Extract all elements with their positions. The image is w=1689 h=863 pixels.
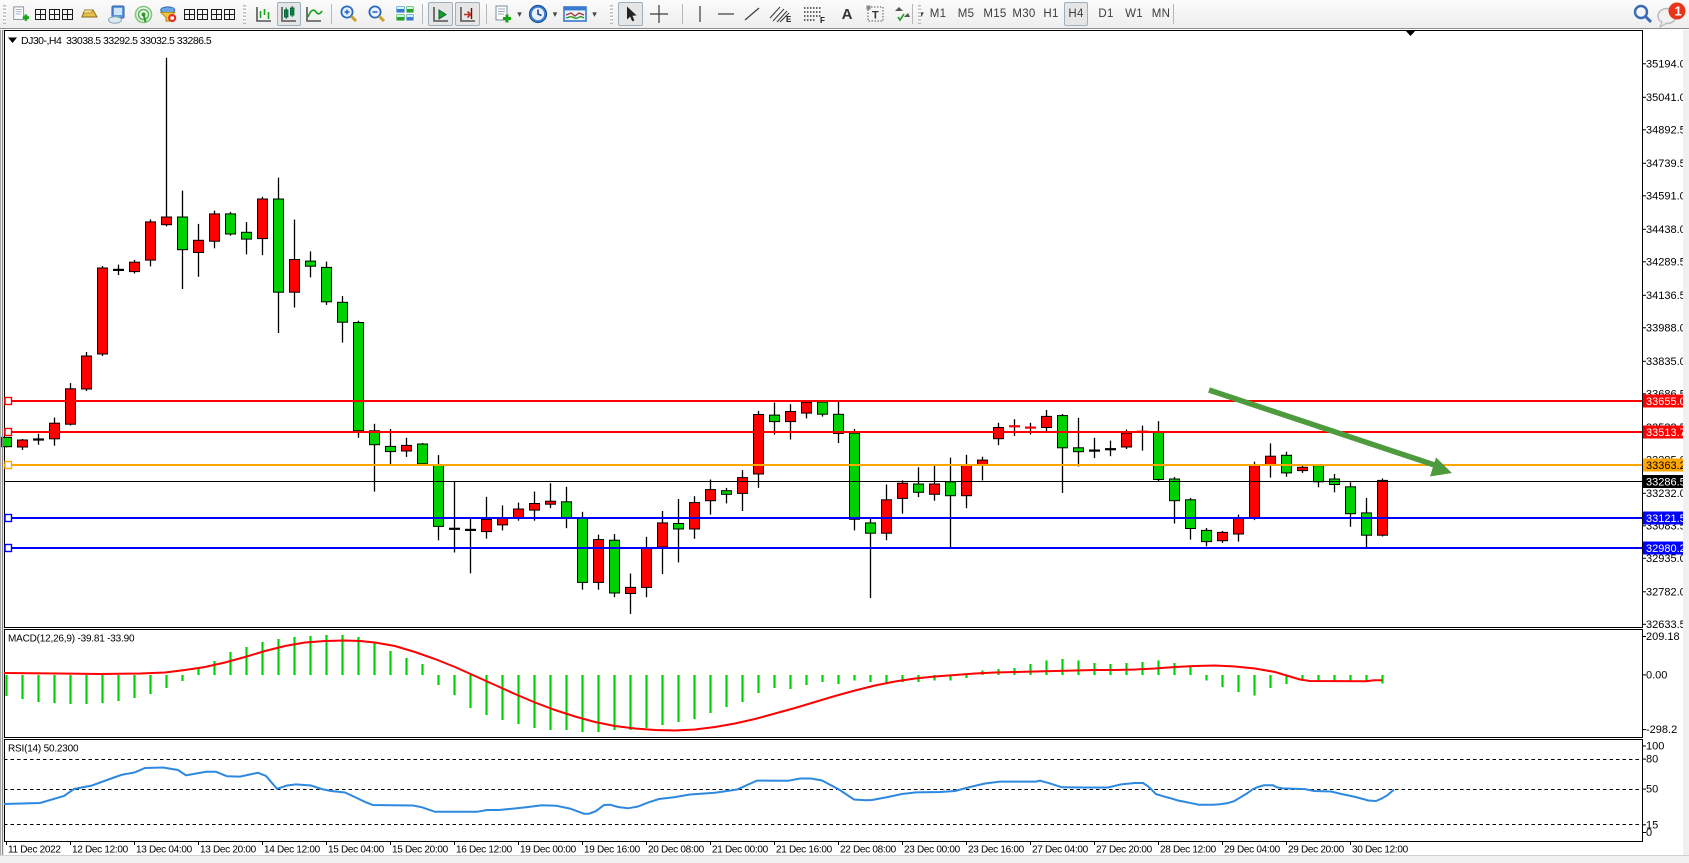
svg-text:34289.5: 34289.5 — [1646, 256, 1686, 268]
svg-text:1: 1 — [1675, 4, 1682, 19]
svg-text:T: T — [872, 10, 879, 22]
svg-text:80: 80 — [1646, 754, 1658, 766]
svg-text:35194.0: 35194.0 — [1646, 58, 1686, 70]
svg-text:33513.7: 33513.7 — [1646, 427, 1686, 439]
svg-text:E: E — [786, 15, 792, 24]
svg-text:MACD(12,26,9) -39.81 -33.90: MACD(12,26,9) -39.81 -33.90 — [8, 634, 135, 645]
svg-text:RSI(14) 50.2300: RSI(14) 50.2300 — [8, 744, 79, 755]
svg-text:33232.0: 33232.0 — [1646, 488, 1686, 500]
svg-text:33988.0: 33988.0 — [1646, 322, 1686, 334]
svg-text:28 Dec 12:00: 28 Dec 12:00 — [1160, 845, 1217, 856]
svg-text:35041.0: 35041.0 — [1646, 92, 1686, 104]
svg-text:50: 50 — [1646, 784, 1658, 796]
svg-text:32980.2: 32980.2 — [1646, 543, 1686, 555]
svg-text:33835.0: 33835.0 — [1646, 356, 1686, 368]
svg-text:22 Dec 08:00: 22 Dec 08:00 — [840, 845, 897, 856]
svg-text:30 Dec 12:00: 30 Dec 12:00 — [1352, 845, 1409, 856]
svg-text:19 Dec 16:00: 19 Dec 16:00 — [584, 845, 641, 856]
svg-text:21 Dec 16:00: 21 Dec 16:00 — [776, 845, 833, 856]
svg-text:29 Dec 04:00: 29 Dec 04:00 — [1224, 845, 1281, 856]
svg-text:32782.0: 32782.0 — [1646, 586, 1686, 598]
svg-text:34739.5: 34739.5 — [1646, 158, 1686, 170]
svg-text:33286.5: 33286.5 — [1646, 477, 1686, 489]
svg-text:0.00: 0.00 — [1646, 669, 1667, 681]
svg-text:14 Dec 12:00: 14 Dec 12:00 — [264, 845, 321, 856]
svg-text:27 Dec 20:00: 27 Dec 20:00 — [1096, 845, 1153, 856]
svg-text:34438.0: 34438.0 — [1646, 224, 1686, 236]
svg-text:15 Dec 04:00: 15 Dec 04:00 — [328, 845, 385, 856]
svg-text:16 Dec 12:00: 16 Dec 12:00 — [456, 845, 513, 856]
svg-text:23 Dec 00:00: 23 Dec 00:00 — [904, 845, 961, 856]
svg-text:100: 100 — [1646, 741, 1664, 753]
svg-text:34892.5: 34892.5 — [1646, 124, 1686, 136]
svg-text:23 Dec 16:00: 23 Dec 16:00 — [968, 845, 1025, 856]
svg-text:15: 15 — [1646, 819, 1658, 831]
svg-text:21 Dec 00:00: 21 Dec 00:00 — [712, 845, 769, 856]
svg-text:13 Dec 20:00: 13 Dec 20:00 — [200, 845, 257, 856]
svg-text:32935.0: 32935.0 — [1646, 553, 1686, 565]
svg-text:33363.2: 33363.2 — [1646, 460, 1686, 472]
svg-text:0: 0 — [1646, 827, 1652, 839]
svg-text:33121.5: 33121.5 — [1646, 513, 1686, 525]
svg-text:34591.0: 34591.0 — [1646, 190, 1686, 202]
svg-text:DJ30-,H4 33038.5 33292.5 3303: DJ30-,H4 33038.5 33292.5 33032.5 33286.5 — [21, 35, 212, 47]
svg-text:209.18: 209.18 — [1646, 631, 1680, 643]
svg-text:13 Dec 04:00: 13 Dec 04:00 — [136, 845, 193, 856]
svg-text:-298.2: -298.2 — [1646, 724, 1677, 736]
svg-text:F: F — [820, 16, 825, 24]
svg-text:12 Dec 12:00: 12 Dec 12:00 — [72, 845, 129, 856]
svg-text:11 Dec 2022: 11 Dec 2022 — [8, 845, 61, 856]
svg-text:27 Dec 04:00: 27 Dec 04:00 — [1032, 845, 1089, 856]
svg-text:29 Dec 20:00: 29 Dec 20:00 — [1288, 845, 1345, 856]
svg-text:34136.5: 34136.5 — [1646, 290, 1686, 302]
svg-text:20 Dec 08:00: 20 Dec 08:00 — [648, 845, 705, 856]
svg-text:15 Dec 20:00: 15 Dec 20:00 — [392, 845, 449, 856]
svg-text:32633.5: 32633.5 — [1646, 619, 1686, 631]
svg-text:33655.0: 33655.0 — [1646, 396, 1686, 408]
svg-text:19 Dec 00:00: 19 Dec 00:00 — [520, 845, 577, 856]
